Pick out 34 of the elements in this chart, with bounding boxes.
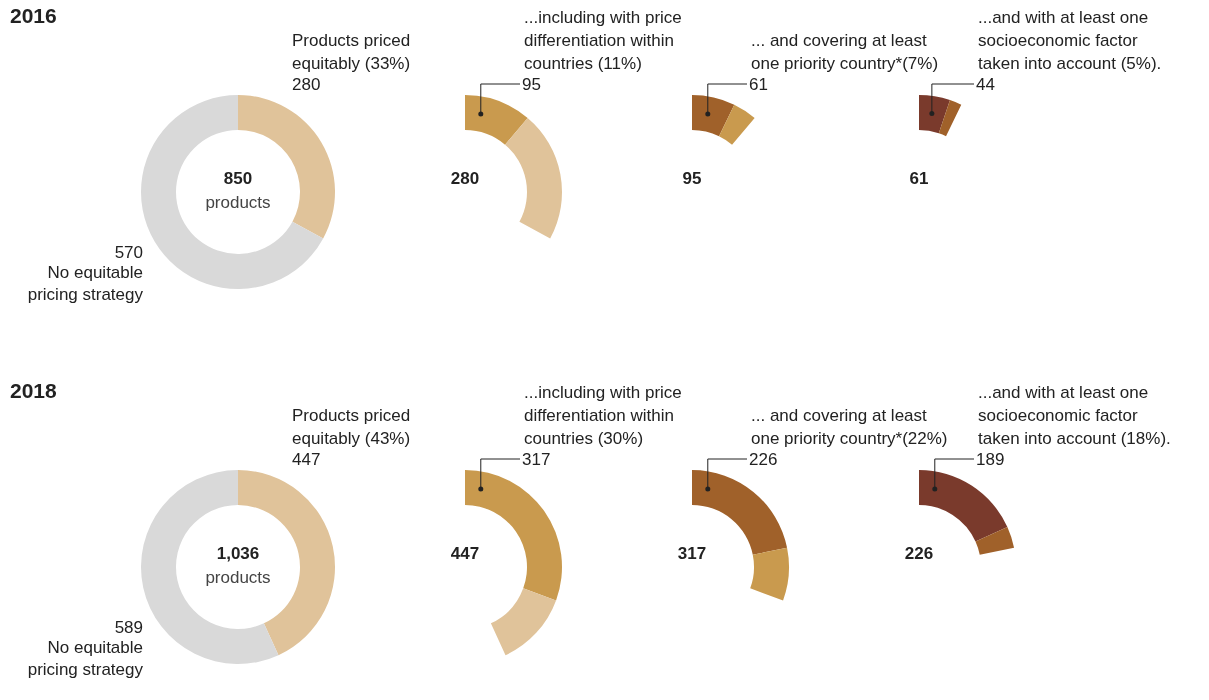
text: 61 xyxy=(909,169,929,188)
slice-label: ...including with price differentiation within countries (30%) xyxy=(524,383,682,448)
text: 226 xyxy=(904,544,934,563)
data-label: 226 xyxy=(749,450,778,469)
donut-slice xyxy=(141,470,279,664)
slice-label: ...including with price differentiation within countries (11%) xyxy=(524,8,682,73)
data-label: 589 xyxy=(114,618,143,637)
data-label: 447 xyxy=(292,450,321,469)
text: 447 xyxy=(450,544,480,563)
chart-title: 2016 xyxy=(10,4,57,27)
text: 1,036 xyxy=(216,544,260,563)
text: products xyxy=(205,568,271,587)
chart-title: 2018 xyxy=(10,379,58,402)
donut-slice xyxy=(141,95,324,289)
data-label: 95 xyxy=(522,75,541,94)
slice-label: No equitable pricing strategy xyxy=(27,638,144,679)
data-label: 280 xyxy=(292,75,321,94)
data-label: 44 xyxy=(976,75,995,94)
data-label: 61 xyxy=(749,75,768,94)
slice-label: Products priced equitably (33%) xyxy=(292,31,411,73)
text: 280 xyxy=(450,169,480,188)
text: 95 xyxy=(682,169,702,188)
data-label: 317 xyxy=(522,450,551,469)
data-label: 570 xyxy=(114,243,143,262)
text: 317 xyxy=(677,544,707,563)
text: products xyxy=(205,193,271,212)
slice-label: ... and covering at least one priority country*(22%) xyxy=(751,406,948,448)
slice-label: ...and with at least one socioeconomic factor taken into account (5%). xyxy=(978,8,1162,73)
slice-label: ...and with at least one socioeconomic factor taken into account (18%). xyxy=(978,383,1171,448)
data-label: 189 xyxy=(976,450,1005,469)
slice-label: Products priced equitably (43%) xyxy=(292,406,411,448)
text: 850 xyxy=(223,169,253,188)
slice-label: No equitable pricing strategy xyxy=(27,263,144,304)
slice-label: ... and covering at least one priority country*(7%) xyxy=(751,31,939,73)
